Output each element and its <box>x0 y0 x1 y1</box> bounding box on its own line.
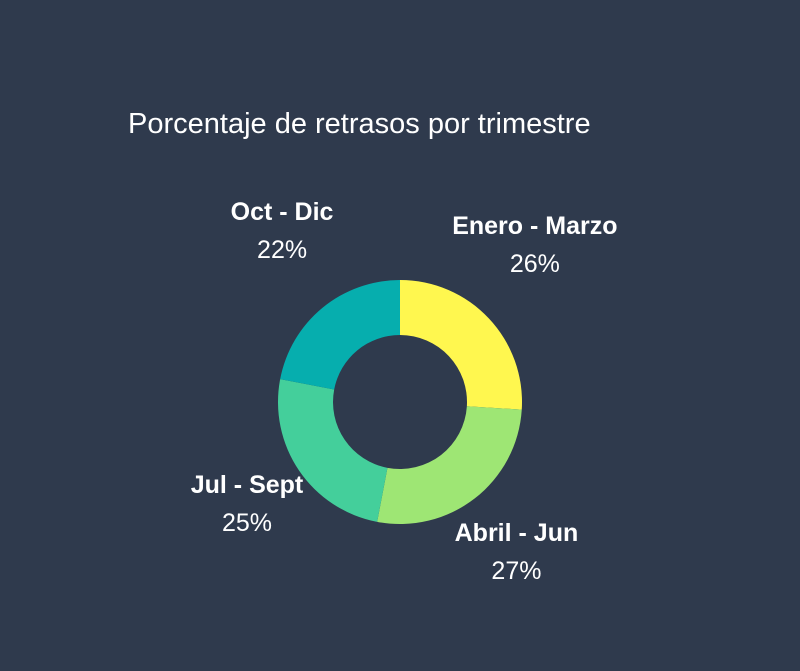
category-label: Jul - Sept <box>190 470 304 499</box>
donut-slice-4 <box>280 280 400 390</box>
slice-label-abril-jun: Abril - Jun 27% <box>455 518 579 586</box>
category-label: Oct - Dic <box>230 198 334 227</box>
chart-title: Porcentaje de retrasos por trimestre <box>128 108 591 140</box>
donut-slice-2 <box>377 406 522 524</box>
value-label: 27% <box>491 557 542 586</box>
value-label: 22% <box>257 236 308 265</box>
category-label: Enero - Marzo <box>452 212 618 241</box>
slice-label-enero-marzo: Enero - Marzo 26% <box>452 211 617 279</box>
donut-slice-3 <box>277 379 388 522</box>
value-label: 26% <box>509 250 560 279</box>
slice-label-jul-sept: Jul - Sept 25% <box>191 470 304 538</box>
category-label: Abril - Jun <box>454 519 579 548</box>
value-label: 25% <box>221 508 273 537</box>
slice-label-oct-dic: Oct - Dic 22% <box>231 197 334 265</box>
donut-slice-1 <box>400 280 522 410</box>
